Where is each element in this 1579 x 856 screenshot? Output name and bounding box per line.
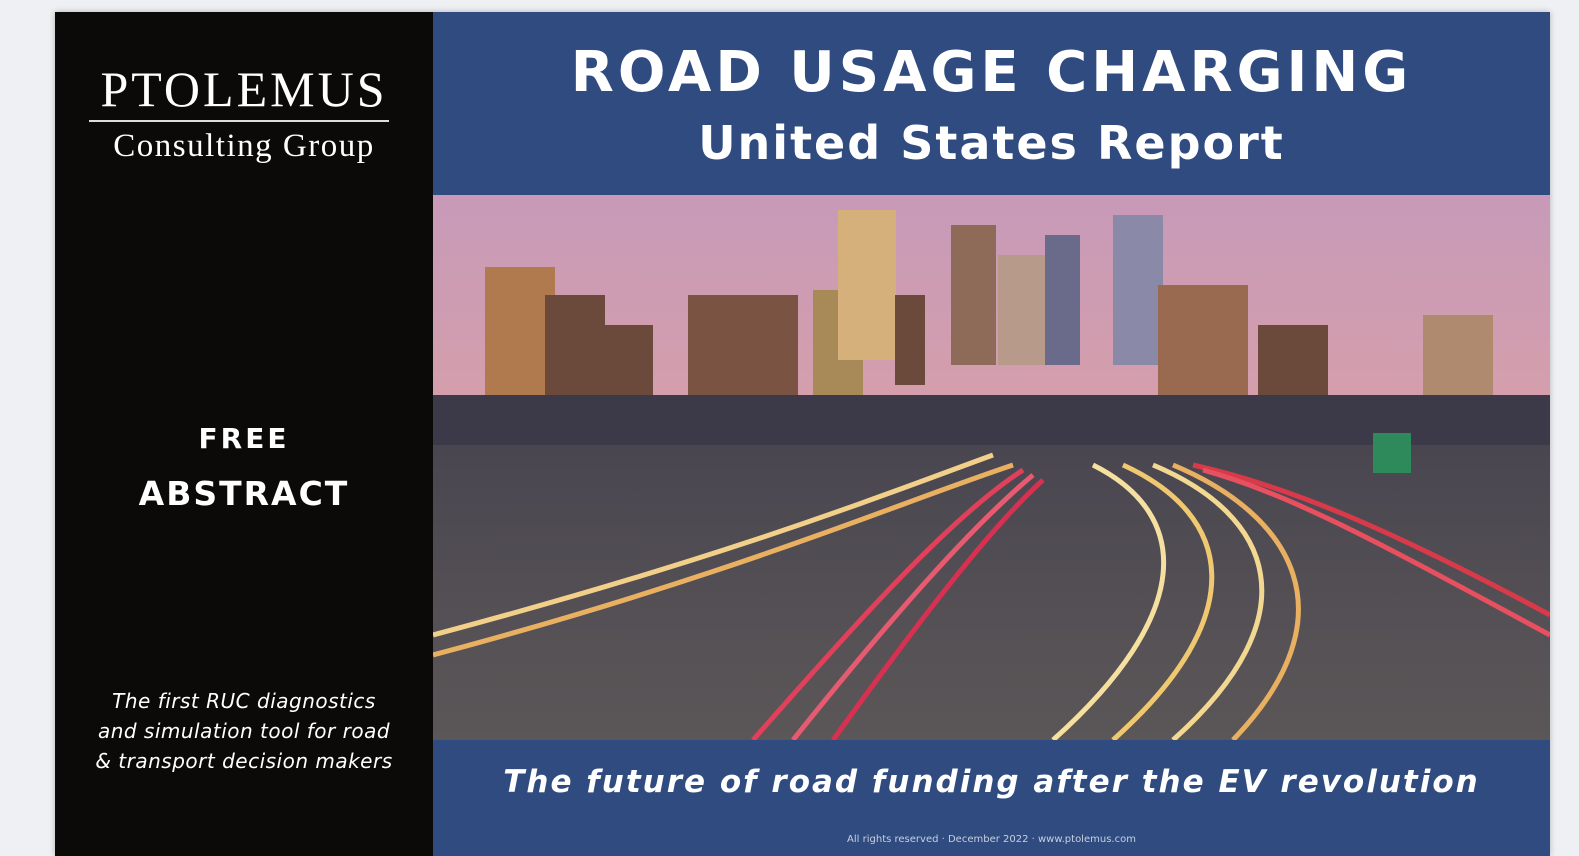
report-cover: PTOLEMUS Consulting Group FREE ABSTRACT …	[55, 12, 1550, 856]
page: {"logo": {"name": "PTOLEMUS", "tagline":…	[0, 0, 1579, 856]
logo-rule	[89, 120, 389, 122]
title: ROAD USAGE CHARGING	[433, 40, 1550, 105]
copyright: All rights reserved · December 2022 · ww…	[433, 834, 1550, 845]
description-line: The first RUC diagnostics	[55, 686, 433, 716]
subtitle: United States Report	[433, 116, 1550, 170]
highway	[433, 445, 1550, 740]
tagline: The future of road funding after the EV …	[433, 764, 1550, 800]
logo-name: PTOLEMUS	[55, 60, 433, 118]
badge-line: ABSTRACT	[55, 474, 433, 513]
main-panel: ROAD USAGE CHARGING United States Report	[433, 12, 1550, 856]
sidebar: PTOLEMUS Consulting Group FREE ABSTRACT …	[55, 12, 433, 856]
page-body: PTOLEMUS Consulting Group FREE ABSTRACT …	[0, 0, 1579, 856]
description-line: & transport decision makers	[55, 746, 433, 776]
cover-photo	[433, 195, 1550, 740]
description-line: and simulation tool for road	[55, 716, 433, 746]
badge-line: FREE	[55, 422, 433, 455]
logo-tagline: Consulting Group	[55, 128, 433, 165]
road-sign	[1373, 433, 1411, 473]
description: The first RUC diagnostics and simulation…	[55, 686, 433, 776]
